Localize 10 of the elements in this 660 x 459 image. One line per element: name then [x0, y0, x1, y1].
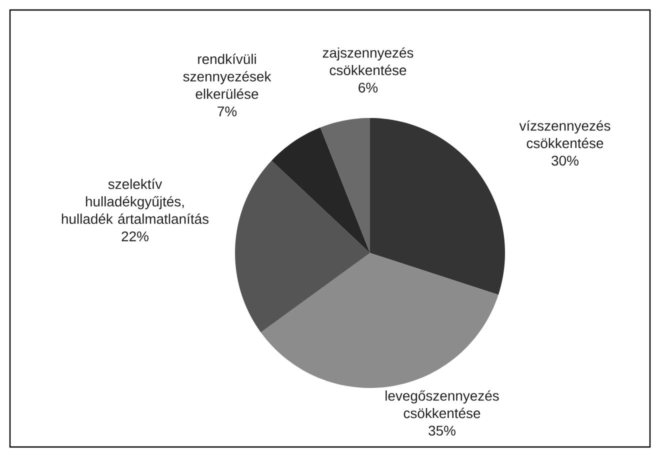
slice-label: szelektív hulladékgyűjtés, hulladék ártalmatlanítás	[62, 178, 209, 224]
data-label: 6%	[358, 82, 378, 93]
slice-label: rendkívüli szennyezések elkerülése	[183, 54, 272, 99]
data-label: 22%	[122, 231, 148, 242]
data-label: 7%	[218, 106, 237, 116]
slice-label: levegőszennyezés csökkentése	[386, 390, 499, 418]
slice-label: vízszennyezés csökkentése	[519, 120, 610, 148]
data-label: 30%	[552, 156, 578, 166]
slice-label: zajszennyezés csökkentése	[322, 47, 414, 76]
data-label: 35%	[428, 426, 456, 436]
